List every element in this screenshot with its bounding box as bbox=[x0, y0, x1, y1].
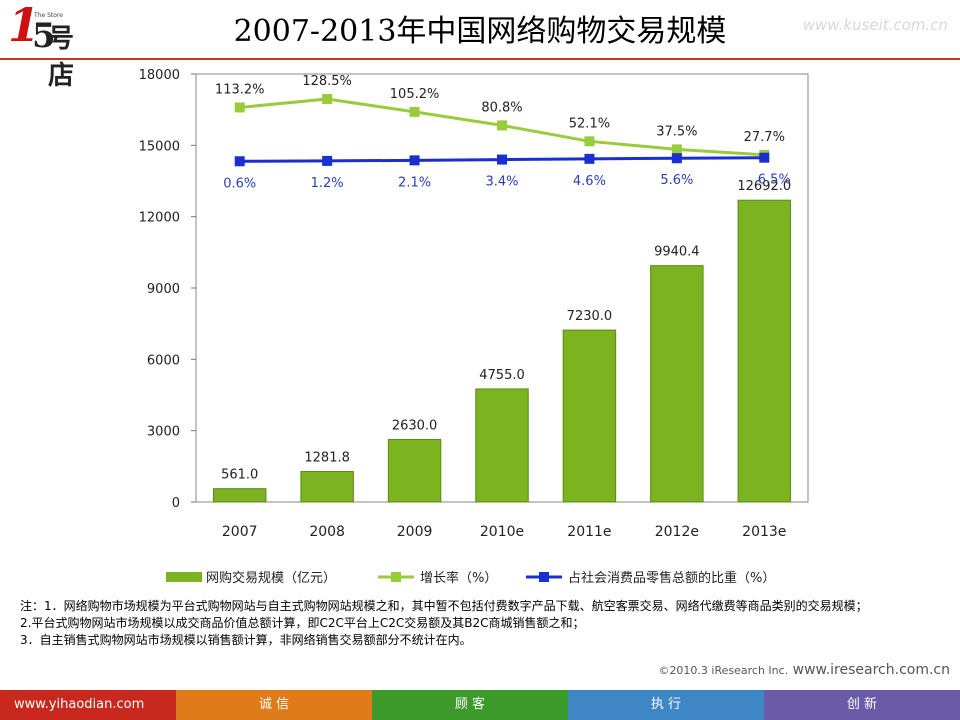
share-label: 2.1% bbox=[398, 175, 431, 190]
chart: 18000 15000 12000 9000 6000 3000 0 2007 2008 2009… bbox=[139, 68, 809, 586]
copyright-site: www.iresearch.com.cn bbox=[792, 662, 950, 678]
bar-value-label: 12692.0 bbox=[737, 179, 791, 194]
legend-label: 增长率（%） bbox=[420, 570, 497, 586]
bar bbox=[387, 438, 442, 503]
logo-store-text: 号店 bbox=[48, 24, 75, 91]
footnote-3: 3．自主销售式购物网站市场规模以销售额计算，非网络销售交易额部分不统计在内。 bbox=[20, 633, 472, 647]
footer-item-innovation: 创 新 bbox=[764, 690, 960, 720]
y-tick-label: 18000 bbox=[139, 68, 180, 83]
y-tick-label: 9000 bbox=[147, 282, 180, 297]
line-series: 113.2% 128.5% 105.2% 80.8% 52.1% 37.5% 27.7% 0.… bbox=[215, 74, 791, 191]
bar-value-label: 561.0 bbox=[221, 468, 258, 483]
logo-number-five: 5 bbox=[32, 16, 56, 56]
y-tick-label: 12000 bbox=[139, 211, 180, 226]
x-tick-label: 2013e bbox=[742, 524, 786, 540]
growth-label: 37.5% bbox=[656, 124, 697, 139]
watermark: www.kuseit.com.cn bbox=[802, 16, 948, 34]
growth-marker bbox=[234, 102, 245, 113]
bar-value-label: 4755.0 bbox=[479, 368, 525, 383]
share-label: 0.6% bbox=[223, 176, 256, 191]
footer-site-link[interactable]: www.yihaodian.com bbox=[0, 690, 176, 720]
y-tick-label: 6000 bbox=[147, 353, 180, 368]
bar bbox=[212, 488, 267, 503]
x-tick-label: 2011e bbox=[567, 524, 611, 540]
growth-marker bbox=[671, 144, 682, 155]
x-tick-label: 2009 bbox=[397, 524, 433, 540]
growth-label: 105.2% bbox=[390, 87, 440, 102]
x-tick-label: 2010e bbox=[480, 524, 524, 540]
x-tick-label: 2007 bbox=[222, 524, 258, 540]
share-label: 5.6% bbox=[660, 173, 693, 188]
share-marker bbox=[322, 155, 333, 166]
share-marker bbox=[671, 153, 682, 164]
logo-subtitle: The Store bbox=[34, 12, 63, 19]
share-marker bbox=[759, 152, 770, 163]
legend-label: 占社会消费品零售总额的比重（%） bbox=[568, 570, 775, 586]
share-label: 4.6% bbox=[573, 174, 606, 189]
title-divider bbox=[0, 58, 960, 60]
footer-item-execution: 执 行 bbox=[568, 690, 764, 720]
legend: 网购交易规模（亿元） 增长率（%） 占社会消费品零售总额的比重（%） bbox=[166, 570, 775, 586]
share-marker bbox=[409, 155, 420, 166]
legend-marker-growth bbox=[391, 572, 401, 582]
bar-value-label: 2630.0 bbox=[392, 418, 438, 433]
y-tick-label: 3000 bbox=[147, 425, 180, 440]
footer-item-integrity: 诚 信 bbox=[176, 690, 372, 720]
growth-label: 52.1% bbox=[569, 116, 610, 131]
share-label: 6.5% bbox=[758, 173, 791, 188]
legend-marker-share bbox=[539, 572, 549, 582]
bar-value-label: 7230.0 bbox=[567, 309, 613, 324]
bar bbox=[650, 265, 704, 503]
footnotes: 注：1．网络购物市场规模为平台式购物网站与自主式购物网站规模之和，其中暂不包括付… bbox=[20, 598, 940, 649]
growth-label: 27.7% bbox=[744, 130, 785, 145]
bar bbox=[737, 199, 792, 503]
x-tick-label: 2008 bbox=[309, 524, 345, 540]
legend-label: 网购交易规模（亿元） bbox=[206, 570, 336, 586]
logo: 1 The Store 5 号店 bbox=[8, 0, 78, 91]
bar bbox=[562, 329, 617, 503]
bar-value-label: 1281.8 bbox=[304, 451, 350, 466]
footnote-2: 2.平台式购物网站市场规模以成交商品价值总额计算，即C2C平台上C2C交易额及其… bbox=[20, 616, 585, 630]
share-label: 3.4% bbox=[485, 175, 518, 190]
y-tick-label: 15000 bbox=[139, 139, 180, 154]
x-tick-label: 2012e bbox=[655, 524, 699, 540]
growth-label: 128.5% bbox=[302, 74, 352, 89]
growth-marker bbox=[497, 120, 507, 131]
copyright: ©2010.3 iResearch Inc. www.iresearch.com… bbox=[658, 662, 950, 678]
logo-number-one: 1 bbox=[8, 0, 41, 52]
share-marker bbox=[234, 156, 245, 167]
y-tick-label: 0 bbox=[172, 496, 180, 511]
footer-item-customer: 顾 客 bbox=[372, 690, 568, 720]
page-title: 2007-2013年中国网络购物交易规模 bbox=[233, 14, 727, 49]
share-marker bbox=[497, 154, 507, 165]
copyright-year: ©2010.3 iResearch Inc. bbox=[658, 664, 789, 677]
growth-marker bbox=[584, 136, 595, 147]
bar-value-label: 9940.4 bbox=[654, 245, 700, 260]
growth-label: 80.8% bbox=[481, 100, 522, 115]
bar-series: 561.0 1281.8 2630.0 4755.0 7230.0 9940.4 12692… bbox=[212, 179, 792, 503]
footer-bar: www.yihaodian.com 诚 信 顾 客 执 行 创 新 bbox=[0, 690, 960, 720]
growth-label: 113.2% bbox=[215, 82, 265, 97]
share-marker bbox=[584, 153, 595, 164]
growth-marker bbox=[409, 106, 420, 117]
growth-marker bbox=[322, 93, 333, 104]
bar bbox=[475, 388, 529, 503]
share-label: 1.2% bbox=[311, 176, 344, 191]
footnote-1: 注：1．网络购物市场规模为平台式购物网站与自主式购物网站规模之和，其中暂不包括付… bbox=[20, 599, 868, 613]
legend-swatch-bar bbox=[166, 572, 202, 582]
bar bbox=[300, 471, 354, 503]
